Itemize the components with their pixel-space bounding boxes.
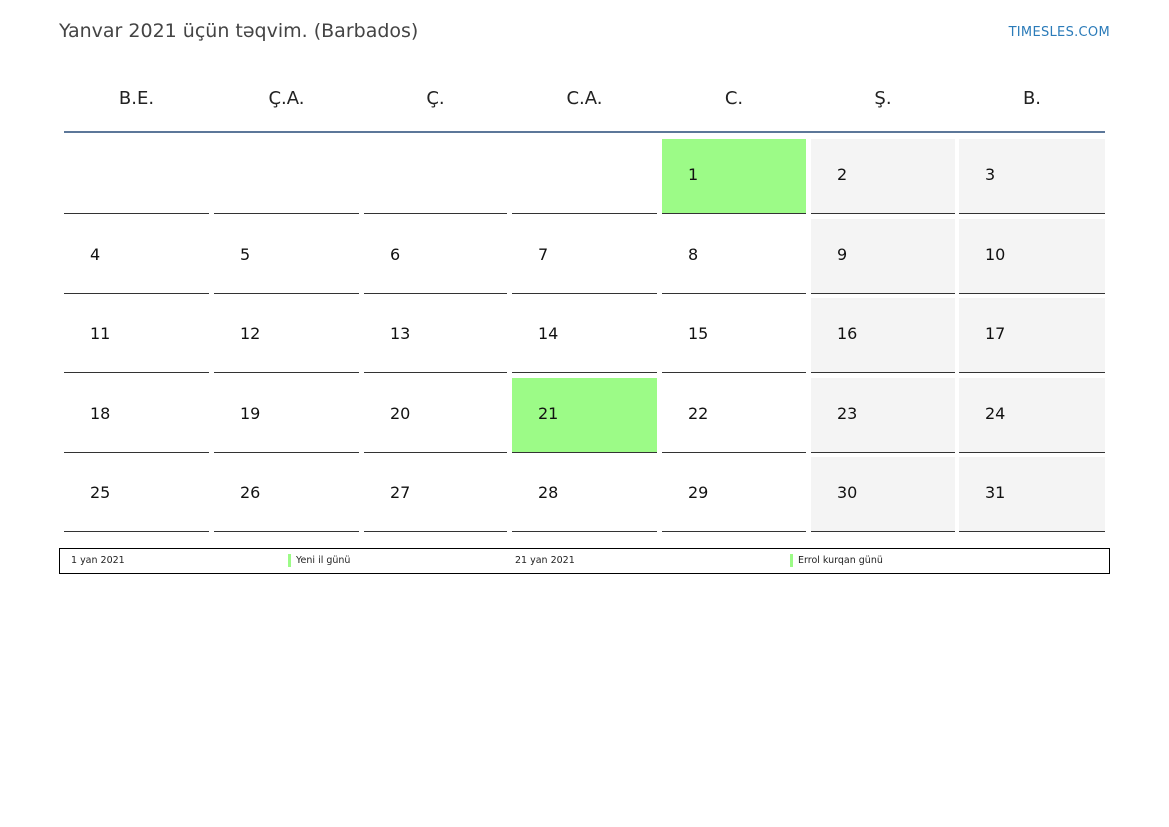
day-number: 21 xyxy=(538,404,559,423)
day-number: 23 xyxy=(837,404,858,423)
weekday-header: C. xyxy=(724,88,744,109)
day-number: 26 xyxy=(240,483,261,502)
day-number: 16 xyxy=(837,324,858,343)
day-cell: 2 xyxy=(811,139,955,214)
day-number: 8 xyxy=(688,245,699,264)
day-cell: 12 xyxy=(214,298,359,373)
brand-link[interactable]: TIMESLES.COM xyxy=(1008,25,1110,40)
day-number: 22 xyxy=(688,404,709,423)
legend-marker-2 xyxy=(790,554,793,567)
legend-date-1: 1 yan 2021 xyxy=(71,555,125,566)
day-number: 29 xyxy=(688,483,709,502)
legend-name-2: Errol kurqan günü xyxy=(798,555,883,566)
day-number: 11 xyxy=(90,324,111,343)
day-number: 15 xyxy=(688,324,709,343)
day-cell: 9 xyxy=(811,219,955,294)
day-number: 10 xyxy=(985,245,1006,264)
day-cell: 3 xyxy=(959,139,1105,214)
day-number: 9 xyxy=(837,245,848,264)
holiday-legend: 1 yan 2021 Yeni il günü 21 yan 2021 Erro… xyxy=(59,548,1110,574)
day-cell: 28 xyxy=(512,457,657,532)
holiday-day-cell: 1 xyxy=(662,139,806,214)
day-number: 12 xyxy=(240,324,261,343)
weekday-header: B.E. xyxy=(118,88,155,109)
weekday-header: Ç. xyxy=(426,88,445,109)
day-cell: 30 xyxy=(811,457,955,532)
legend-date-2: 21 yan 2021 xyxy=(515,555,575,566)
page-title: Yanvar 2021 üçün təqvim. (Barbados) xyxy=(59,20,419,42)
day-cell: 18 xyxy=(64,378,209,453)
day-cell: 17 xyxy=(959,298,1105,373)
day-cell: 4 xyxy=(64,219,209,294)
day-cell: 6 xyxy=(364,219,507,294)
day-cell: 7 xyxy=(512,219,657,294)
day-number: 5 xyxy=(240,245,251,264)
day-cell: 14 xyxy=(512,298,657,373)
day-cell: 5 xyxy=(214,219,359,294)
weekday-header-row: B.E. Ç.A. Ç. C.A. C. Ş. B. xyxy=(64,79,1105,133)
day-cell: 22 xyxy=(662,378,806,453)
day-cell: 11 xyxy=(64,298,209,373)
empty-day-cell xyxy=(512,139,657,214)
day-number: 14 xyxy=(538,324,559,343)
day-cell: 20 xyxy=(364,378,507,453)
legend-marker-1 xyxy=(288,554,291,567)
day-cell: 15 xyxy=(662,298,806,373)
day-cell: 19 xyxy=(214,378,359,453)
day-number: 1 xyxy=(688,165,699,184)
day-cell: 24 xyxy=(959,378,1105,453)
day-number: 25 xyxy=(90,483,111,502)
day-cell: 23 xyxy=(811,378,955,453)
day-cell: 26 xyxy=(214,457,359,532)
day-number: 17 xyxy=(985,324,1006,343)
day-cell: 27 xyxy=(364,457,507,532)
day-cell: 29 xyxy=(662,457,806,532)
day-number: 20 xyxy=(390,404,411,423)
day-cell: 25 xyxy=(64,457,209,532)
day-number: 18 xyxy=(90,404,111,423)
weekday-header: B. xyxy=(1022,88,1042,109)
day-cell: 8 xyxy=(662,219,806,294)
day-number: 24 xyxy=(985,404,1006,423)
weekday-header: Ç.A. xyxy=(268,88,305,109)
holiday-day-cell: 21 xyxy=(512,378,657,453)
day-cell: 16 xyxy=(811,298,955,373)
weekday-header: C.A. xyxy=(566,88,603,109)
day-number: 13 xyxy=(390,324,411,343)
day-number: 7 xyxy=(538,245,549,264)
day-number: 30 xyxy=(837,483,858,502)
empty-day-cell xyxy=(64,139,209,214)
day-number: 4 xyxy=(90,245,101,264)
legend-name-1: Yeni il günü xyxy=(296,555,351,566)
day-cell: 13 xyxy=(364,298,507,373)
empty-day-cell xyxy=(214,139,359,214)
day-number: 2 xyxy=(837,165,848,184)
day-cell: 10 xyxy=(959,219,1105,294)
day-cell: 31 xyxy=(959,457,1105,532)
day-number: 31 xyxy=(985,483,1006,502)
day-number: 27 xyxy=(390,483,411,502)
weekday-header: Ş. xyxy=(874,88,892,109)
day-number: 3 xyxy=(985,165,996,184)
day-number: 19 xyxy=(240,404,261,423)
day-number: 28 xyxy=(538,483,559,502)
empty-day-cell xyxy=(364,139,507,214)
day-number: 6 xyxy=(390,245,401,264)
